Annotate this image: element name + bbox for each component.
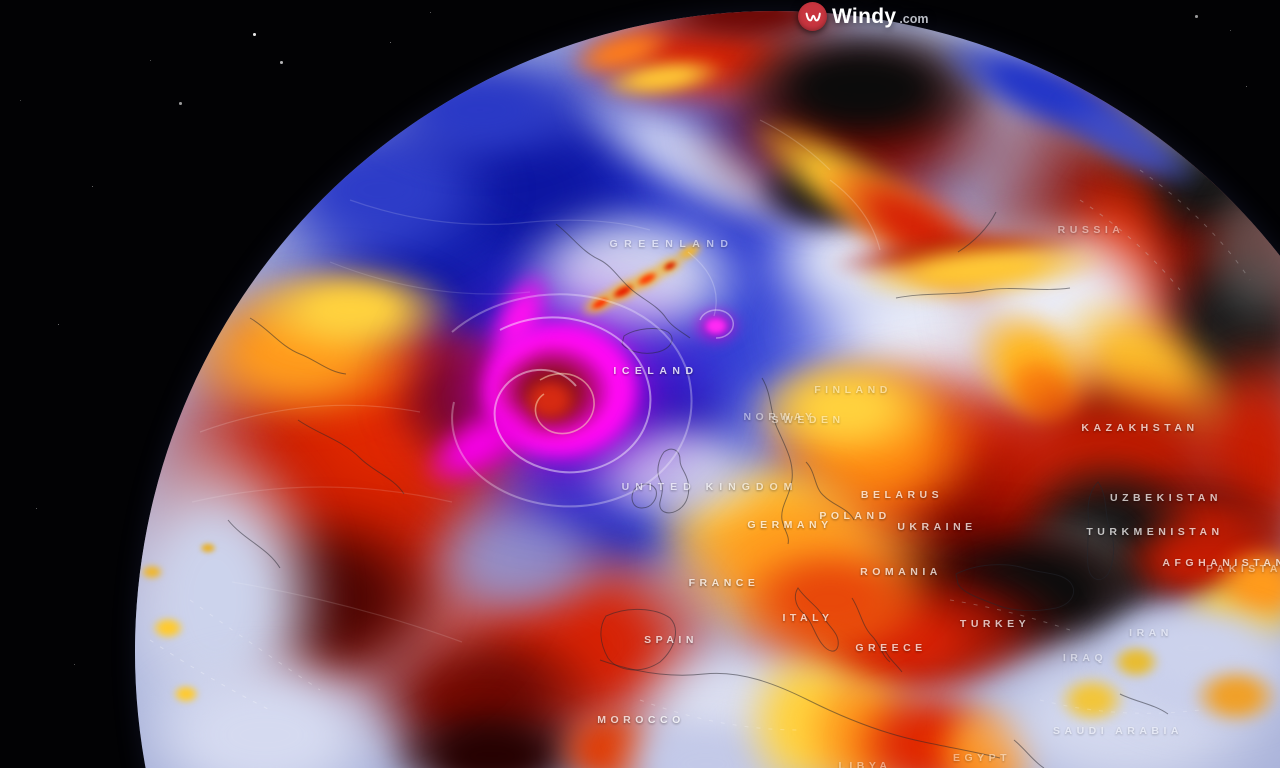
color-blob [172,684,200,704]
color-blob [1057,675,1127,725]
stars-background [0,0,1,1]
windy-logo[interactable]: Windy .com [798,2,929,31]
anomaly-color-field [135,11,1280,768]
brand-name: Windy [832,4,897,28]
color-blob [199,542,217,554]
color-blob [360,50,600,170]
color-blob [140,564,164,580]
color-blob [703,316,729,336]
color-blob [151,616,185,640]
brand-suffix: .com [899,12,929,26]
color-blob [1191,666,1280,726]
windy-logo-icon [798,2,827,31]
color-blob [745,353,945,463]
color-blob [1111,644,1161,680]
globe-map[interactable] [135,11,1280,768]
